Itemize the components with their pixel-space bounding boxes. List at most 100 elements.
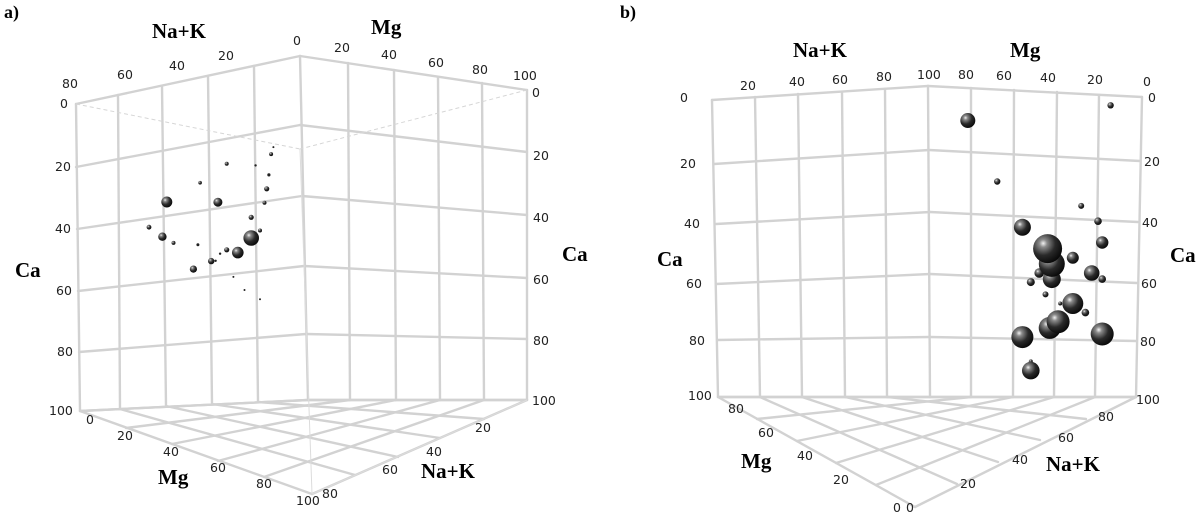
panel-a-tick-nak-bottom: 80 [322, 486, 338, 501]
data-point [272, 146, 275, 149]
panel-a-tick-ca-left: 40 [55, 221, 71, 236]
panel-b-tick-ca-right: 40 [1142, 215, 1158, 230]
panel-a-ca-axis-title-left: Ca [15, 258, 41, 282]
panel-a-tick-ca-right: 0 [532, 85, 540, 100]
panel-b-tick-mg-top: 0 [1143, 74, 1151, 89]
panel-a-tick-mg-top: 100 [513, 68, 537, 83]
panel-a-label: a) [4, 2, 19, 23]
data-point [1081, 308, 1090, 317]
panel-b-tick-ca-left: 100 [688, 388, 712, 403]
data-point [1062, 293, 1084, 314]
panel-a-tick-nak-top: 80 [62, 76, 78, 91]
panel-b-tick-nak-bottom: 40 [1012, 452, 1028, 467]
panel-b-tick-mg-top: 20 [1087, 72, 1103, 87]
panel-b-nak-axis-title-top: Na+K [793, 38, 848, 62]
panel-a-mg-axis-title-top: Mg [371, 15, 402, 39]
panel-b-tick-nak-bottom: 20 [960, 476, 976, 491]
data-point [1107, 102, 1114, 109]
panel-a-tick-nak-bottom: 40 [426, 444, 442, 459]
panel-b-tick-mg-bottom: 80 [728, 401, 744, 416]
data-point [259, 298, 261, 301]
panel-a-tick-mg-bottom: 40 [163, 444, 179, 459]
panel-b-tick-ca-left: 80 [689, 333, 705, 348]
panel-a-tick-mg-bottom: 20 [117, 428, 133, 443]
panel-a-tick-mg-top: 60 [428, 55, 444, 70]
panel-b-tick-nak-top: 60 [832, 72, 848, 87]
data-point [214, 259, 217, 262]
data-point [171, 240, 176, 245]
panel-b-points [960, 102, 1114, 380]
panel-a-tick-mg-bottom: 0 [86, 412, 94, 427]
panel-a-grid [74, 54, 529, 496]
panel-b-tick-ca-right: 60 [1141, 276, 1157, 291]
panel-a-tick-mg-top: 80 [472, 62, 488, 77]
panel-b-tick-nak-top: 80 [876, 69, 892, 84]
panel-a-nak-axis-title-bottom: Na+K [421, 459, 476, 483]
panel-b-tick-mg-top: 40 [1040, 70, 1056, 85]
panel-b-grid [710, 84, 1144, 509]
data-point [264, 186, 270, 192]
data-point [1096, 236, 1109, 249]
panel-a-tick-ca-left: 60 [56, 283, 72, 298]
panel-b-tick-ca-right: 20 [1144, 154, 1160, 169]
data-point [224, 247, 230, 253]
panel-a-tick-ca-right: 20 [533, 148, 549, 163]
panel-a-nak-axis-title-top: Na+K [152, 19, 207, 43]
panel-a-tick-ca-right: 100 [532, 393, 556, 408]
data-point [161, 196, 173, 208]
data-point [1090, 322, 1114, 346]
panel-b-tick-ca-left: 60 [686, 276, 702, 291]
data-point [248, 214, 254, 220]
panel-a-tick-ca-left: 100 [49, 403, 73, 418]
panel-b-label: b) [620, 2, 636, 23]
panel-b-tick-nak-bottom: 0 [906, 500, 914, 515]
panel-a-tick-ca-right: 80 [533, 333, 549, 348]
data-point [1094, 217, 1102, 225]
panel-b-tick-mg-bottom: 20 [833, 472, 849, 487]
panel-a-tick-nak-top: 60 [117, 67, 133, 82]
panel-a-tick-nak-top: 0 [293, 33, 301, 48]
panel-b-tick-ca-right: 0 [1148, 90, 1156, 105]
panel-b-ca-axis-title-right: Ca [1170, 243, 1196, 267]
panel-a-tick-mg-bottom: 100 [296, 493, 320, 508]
data-point [254, 164, 257, 167]
panel-a-tick-nak-bottom: 20 [475, 420, 491, 435]
data-point [198, 180, 202, 185]
panel-b-tick-nak-top: 100 [917, 67, 941, 82]
panel-b-tick-mg-top: 60 [996, 68, 1012, 83]
panel-a-tick-mg-bottom: 80 [256, 476, 272, 491]
panel-b-tick-nak-top: 40 [789, 74, 805, 89]
data-point [1042, 291, 1049, 298]
panel-b-nak-axis-title-bottom: Na+K [1046, 452, 1101, 476]
data-point [994, 178, 1001, 185]
panel-b-tick-mg-bottom: 40 [797, 448, 813, 463]
panel-a-tick-nak-top: 40 [169, 58, 185, 73]
panel-b-ca-axis-title-left: Ca [657, 247, 683, 271]
data-point [158, 232, 167, 241]
panel-a-tick-mg-bottom: 60 [210, 460, 226, 475]
panel-b-tick-mg-bottom: 60 [758, 425, 774, 440]
data-point [267, 173, 271, 177]
data-point [208, 257, 215, 265]
panel-a: a) [4, 2, 588, 508]
data-point [269, 152, 274, 157]
panel-b-tick-ca-right: 80 [1140, 334, 1156, 349]
panel-b-tick-ca-left: 40 [684, 216, 700, 231]
data-point [262, 200, 267, 205]
panel-b-tick-nak-top: 0 [680, 90, 688, 105]
panel-a-points [146, 146, 275, 301]
panel-b-tick-mg-bottom: 0 [893, 500, 901, 515]
data-point [196, 243, 200, 247]
data-point [1066, 251, 1079, 264]
panel-b-mg-axis-title-bottom: Mg [741, 449, 772, 473]
data-point [258, 228, 262, 233]
data-point [218, 252, 222, 255]
data-point [1033, 234, 1063, 264]
panel-b: b) [620, 2, 1196, 515]
panel-a-tick-mg-top: 40 [381, 47, 397, 62]
panel-a-tick-ca-right: 40 [533, 210, 549, 225]
panel-a-ca-axis-title-right: Ca [562, 242, 588, 266]
data-point [243, 230, 259, 246]
data-point [1083, 265, 1100, 281]
